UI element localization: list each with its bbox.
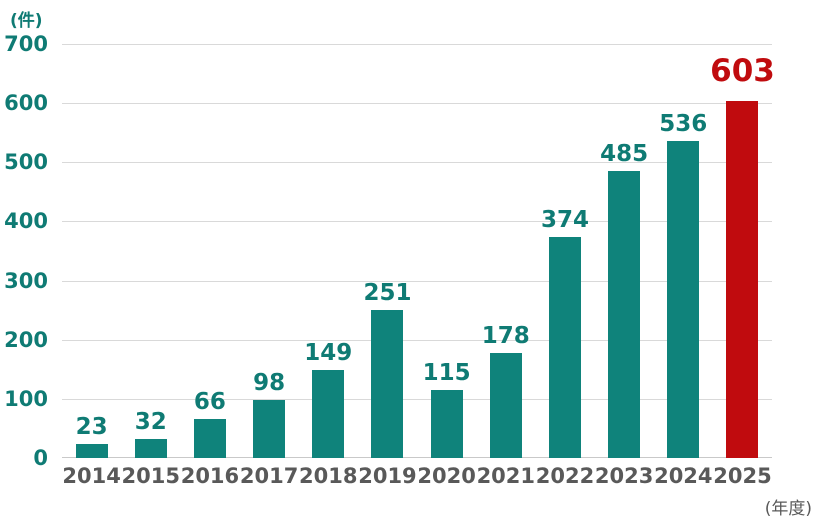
- y-tick-label-500: 500: [4, 150, 48, 174]
- bar-2019: [371, 309, 404, 458]
- bar-group-2022: 374: [535, 206, 594, 458]
- bar-value-label-2023: 485: [600, 141, 649, 168]
- bar-2014: [75, 444, 108, 458]
- bar-value-label-2018: 149: [304, 339, 353, 366]
- bar-group-2025: 603: [710, 53, 775, 458]
- x-tick-label-2015: 2015: [121, 464, 180, 488]
- bar-value-label-2015: 32: [134, 409, 167, 436]
- bars-container: 23 32 66 98 149 251 115 178 374 485 536 603: [62, 44, 775, 458]
- x-tick-label-2017: 2017: [239, 464, 299, 488]
- bar-group-2017: 98: [240, 372, 299, 458]
- bar-value-label-2025: 603: [710, 53, 775, 90]
- bar-value-label-2024: 536: [659, 111, 708, 137]
- bar-group-2021: 178: [476, 322, 535, 458]
- bar-group-2023: 485: [595, 143, 654, 458]
- gridline-0: [62, 457, 772, 458]
- bar-group-2014: 23: [62, 416, 121, 458]
- bar-2017: [253, 400, 286, 458]
- gridline-500: [62, 162, 772, 163]
- bar-group-2019: 251: [358, 279, 417, 458]
- x-tick-label-2019: 2019: [358, 464, 417, 488]
- bar-2018: [312, 369, 345, 458]
- bar-2021: [489, 352, 522, 458]
- x-axis-tick-labels: 2014 2015 2016 2017 2018 2019 2020 2021 2022 2023…: [62, 464, 772, 488]
- x-tick-label-2014: 2014: [62, 464, 121, 488]
- x-tick-label-2016: 2016: [180, 464, 240, 488]
- bar-value-label-2021: 178: [481, 322, 530, 349]
- y-axis-unit-label: (件): [10, 11, 43, 31]
- y-tick-label-600: 600: [4, 91, 48, 115]
- bar-value-label-2017: 98: [253, 370, 286, 396]
- bar-group-2016: 66: [180, 391, 239, 458]
- bar-2016: [193, 419, 226, 458]
- x-tick-label-2025: 2025: [713, 464, 772, 488]
- gridline-400: [62, 221, 772, 222]
- bar-value-label-2022: 374: [540, 206, 589, 233]
- bar-value-label-2014: 23: [75, 414, 108, 441]
- y-tick-label-400: 400: [4, 209, 48, 233]
- gridline-600: [62, 103, 772, 104]
- bar-2023: [608, 171, 641, 458]
- x-axis-unit-label: (年度): [764, 499, 812, 519]
- gridline-200: [62, 340, 772, 341]
- gridline-700: [62, 44, 772, 45]
- x-tick-label-2023: 2023: [594, 464, 654, 488]
- bar-2022: [548, 236, 581, 458]
- y-tick-label-300: 300: [4, 269, 48, 293]
- x-tick-label-2021: 2021: [476, 464, 536, 488]
- x-tick-label-2022: 2022: [535, 464, 595, 488]
- bar-2020: [430, 390, 463, 458]
- y-tick-label-100: 100: [4, 387, 48, 411]
- gridline-300: [62, 281, 772, 282]
- bar-value-label-2019: 251: [363, 279, 412, 306]
- bar-value-label-2016: 66: [193, 389, 226, 415]
- plot-area: 23 32 66 98 149 251 115 178 374 485 536 603: [62, 44, 775, 458]
- y-tick-label-0: 0: [33, 446, 48, 470]
- bar-group-2020: 115: [417, 362, 476, 458]
- bar-value-label-2020: 115: [422, 360, 471, 386]
- bar-group-2024: 536: [654, 113, 713, 458]
- x-tick-label-2024: 2024: [654, 464, 713, 488]
- x-tick-label-2020: 2020: [417, 464, 476, 488]
- bar-2024: [667, 141, 700, 458]
- y-tick-label-200: 200: [4, 328, 48, 352]
- bar-group-2018: 149: [299, 339, 358, 458]
- bar-2015: [134, 439, 167, 458]
- bar-2025: [726, 101, 759, 458]
- y-tick-label-700: 700: [4, 32, 48, 56]
- gridline-100: [62, 399, 772, 400]
- bar-group-2015: 32: [121, 411, 180, 458]
- x-tick-label-2018: 2018: [299, 464, 358, 488]
